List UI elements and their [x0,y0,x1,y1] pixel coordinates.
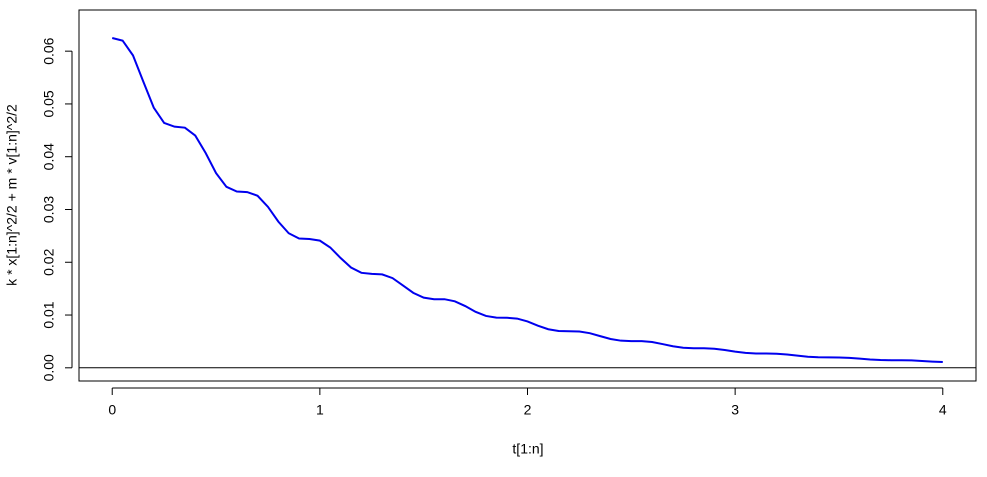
y-tick-label: 0.03 [41,196,57,223]
series-line [111,37,943,364]
plot-box [78,9,977,382]
y-tick-label: 0.00 [41,354,57,381]
x-tick-label: 2 [524,402,532,418]
x-tick-label: 4 [939,402,947,418]
y-tick-label: 0.04 [41,143,57,170]
y-tick-label: 0.02 [41,248,57,275]
x-tick-label: 3 [731,402,739,418]
x-tick-label: 0 [108,402,116,418]
y-tick-label: 0.06 [41,37,57,64]
x-tick-label: 1 [316,402,324,418]
y-tick-label: 0.01 [41,301,57,328]
x-axis-title: t[1:n] [512,441,543,457]
y-axis-title: k * x[1:n]^2/2 + m * v[1:n]^2/2 [4,104,20,286]
y-tick-label: 0.05 [41,90,57,117]
